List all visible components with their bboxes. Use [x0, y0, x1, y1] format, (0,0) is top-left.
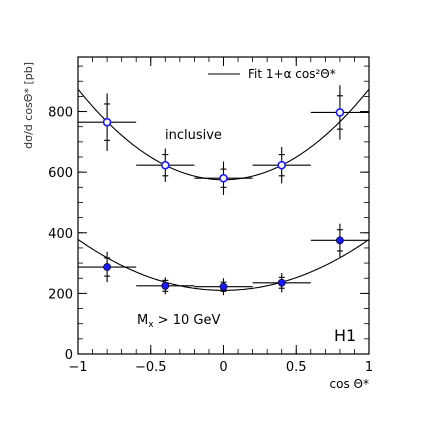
y-tick-label: 400: [48, 227, 73, 242]
x-tick-label: 0: [219, 360, 227, 375]
data-point: [136, 148, 195, 182]
marker-open: [335, 108, 345, 117]
x-tick-label: 0.5: [286, 360, 307, 375]
data-point: [78, 93, 137, 151]
x-tick-label: −1: [68, 360, 87, 375]
legend-label: Fit 1+α cos²Θ*: [248, 67, 336, 81]
marker-open: [219, 173, 228, 183]
marker-open: [161, 160, 170, 170]
marker-open: [102, 117, 112, 127]
y-axis-label: dσ/d cosΘ* [pb]: [22, 62, 35, 149]
series-label-inclusive: inclusive: [165, 128, 222, 143]
series-label-mx: Mx > 10 GeV: [137, 313, 220, 330]
x-tick-label: 1: [365, 360, 373, 375]
y-tick-label: 200: [48, 287, 73, 302]
marker-filled: [161, 281, 170, 290]
data-point: [252, 147, 311, 184]
y-tick-label: 800: [48, 106, 73, 121]
marker-open: [277, 160, 287, 170]
data-points: [78, 85, 369, 296]
marker-filled: [277, 278, 286, 287]
y-tick-label: 600: [48, 166, 73, 181]
marker-filled: [219, 282, 228, 291]
y-tick-label: 0: [65, 348, 73, 363]
experiment-label: H1: [334, 326, 356, 345]
data-point: [194, 278, 253, 296]
data-point: [252, 273, 311, 293]
data-point: [194, 161, 253, 195]
data-point: [78, 251, 137, 283]
plot-frame: [77, 56, 370, 355]
x-axis-label: cos Θ*: [330, 377, 369, 391]
data-point: [310, 223, 369, 258]
data-point: [136, 277, 195, 295]
marker-filled: [335, 236, 344, 245]
data-point: [310, 85, 369, 140]
text-labels: Fit 1+α cos²Θ* inclusive Mx > 10 GeV H1 …: [22, 62, 369, 391]
marker-filled: [103, 263, 111, 271]
axes: −1 −0.5 0 0.5 1 0 200 400 600 800: [48, 56, 373, 375]
x-tick-label: −0.5: [135, 360, 167, 375]
